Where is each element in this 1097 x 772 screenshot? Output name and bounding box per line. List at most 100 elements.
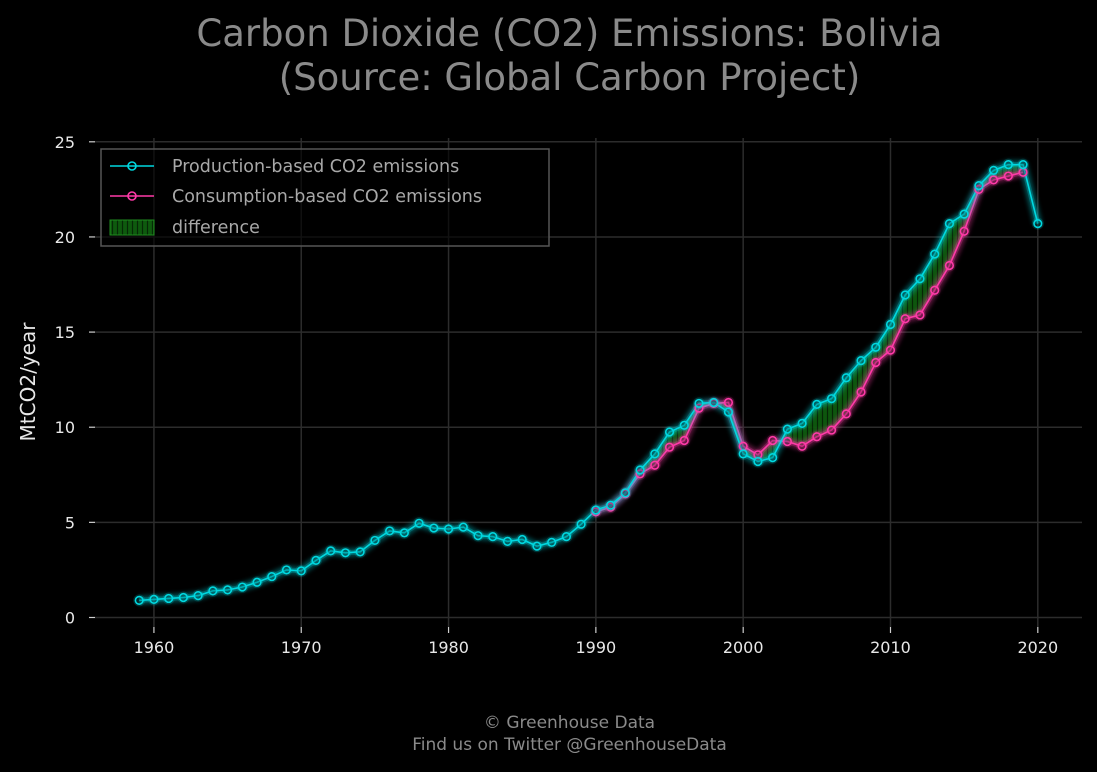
y-tick-label: 10 xyxy=(55,418,75,437)
x-tick-label: 1960 xyxy=(134,638,175,657)
production-point xyxy=(1003,160,1013,170)
production-point xyxy=(443,524,454,534)
production-point xyxy=(222,585,233,595)
x-tick-label: 1990 xyxy=(576,638,617,657)
y-tick-label: 0 xyxy=(65,608,75,627)
production-point xyxy=(871,342,881,352)
production-point xyxy=(414,518,424,528)
footer-twitter: Find us on Twitter @GreenhouseData xyxy=(412,735,727,755)
consumption-point xyxy=(989,175,999,185)
consumption-point xyxy=(797,441,807,451)
legend-label-difference: difference xyxy=(172,218,260,238)
production-point xyxy=(605,500,616,510)
production-point xyxy=(193,591,203,601)
consumption-point xyxy=(915,310,925,320)
production-point xyxy=(915,274,925,284)
x-tick-label: 2010 xyxy=(870,638,911,657)
production-point xyxy=(974,180,984,191)
consumption-point xyxy=(768,435,778,446)
footer: © Greenhouse Data Find us on Twitter @Gr… xyxy=(0,712,1097,756)
production-point xyxy=(399,528,409,538)
production-point xyxy=(944,219,955,229)
production-point xyxy=(473,531,483,541)
production-point xyxy=(709,397,719,408)
y-tick-label: 25 xyxy=(55,133,75,152)
consumption-point xyxy=(1003,171,1013,181)
y-axis-label: MtCO2/year xyxy=(16,322,40,442)
production-point xyxy=(1033,219,1043,229)
consumption-point xyxy=(826,425,837,435)
consumption-point xyxy=(650,460,660,470)
consumption-point xyxy=(944,260,955,271)
legend-label-consumption: Consumption-based CO2 emissions xyxy=(172,187,482,207)
production-point xyxy=(458,522,468,532)
consumption-point xyxy=(959,226,969,236)
series-points xyxy=(133,158,1044,607)
x-tick-label: 1970 xyxy=(281,638,322,657)
production-point xyxy=(267,571,277,582)
production-point xyxy=(134,595,144,605)
production-point xyxy=(650,449,660,459)
consumption-point xyxy=(841,409,851,419)
production-point xyxy=(664,427,675,437)
consumption-point xyxy=(930,285,940,295)
production-point xyxy=(355,547,365,557)
production-point xyxy=(959,209,969,219)
production-point xyxy=(252,577,262,587)
legend-item-consumption: Consumption-based CO2 emissions xyxy=(110,187,482,207)
footer-copyright: © Greenhouse Data xyxy=(483,713,656,733)
production-point xyxy=(576,519,586,529)
production-point xyxy=(149,594,159,605)
production-point xyxy=(296,566,306,576)
production-point xyxy=(591,505,601,515)
production-point xyxy=(517,534,527,545)
x-tick-label: 2020 xyxy=(1017,638,1058,657)
consumption-point xyxy=(885,345,896,355)
production-point xyxy=(385,526,395,536)
legend-item-difference: difference xyxy=(109,218,260,238)
production-point xyxy=(679,420,689,430)
chart-title-line-1: Carbon Dioxide (CO2) Emissions: Bolivia xyxy=(196,12,943,55)
x-tick-label: 2000 xyxy=(723,638,764,657)
production-point xyxy=(782,424,792,434)
y-tick-label: 5 xyxy=(65,513,75,532)
production-point xyxy=(753,456,763,467)
chart-title-line-2: (Source: Global Carbon Project) xyxy=(278,56,861,99)
production-point xyxy=(723,407,734,417)
consumption-point xyxy=(871,357,881,368)
production-point xyxy=(768,453,778,463)
production-point xyxy=(237,582,247,592)
production-point xyxy=(488,532,498,542)
x-tick-label: 1980 xyxy=(428,638,469,657)
production-point xyxy=(930,249,940,259)
consumption-point xyxy=(856,387,866,397)
y-tick-label: 20 xyxy=(55,228,75,247)
consumption-point xyxy=(812,432,822,442)
consumption-point xyxy=(723,397,734,408)
consumption-point xyxy=(900,314,910,324)
production-point xyxy=(856,356,866,366)
production-point xyxy=(281,565,292,575)
production-point xyxy=(1018,160,1028,170)
legend-item-production: Production-based CO2 emissions xyxy=(110,157,459,177)
production-point xyxy=(326,546,336,556)
production-point xyxy=(208,586,218,596)
y-tick-label: 15 xyxy=(55,323,75,342)
production-point xyxy=(178,592,188,603)
axes: 1960 1970 1980 1990 2000 2010 2020 0 5 10 15 20 25 xyxy=(55,133,1059,657)
production-point xyxy=(812,399,822,409)
production-point xyxy=(841,373,851,383)
production-point xyxy=(429,523,439,533)
production-point xyxy=(620,488,630,498)
production-point xyxy=(370,535,380,546)
production-point xyxy=(164,593,174,604)
production-point xyxy=(885,319,896,330)
production-point xyxy=(532,541,542,551)
grid-lines xyxy=(95,138,1082,627)
consumption-point xyxy=(782,436,792,447)
consumption-point xyxy=(664,442,675,452)
chart-title: Carbon Dioxide (CO2) Emissions: Bolivia … xyxy=(0,12,1097,100)
production-point xyxy=(797,418,807,429)
production-point xyxy=(311,555,321,566)
